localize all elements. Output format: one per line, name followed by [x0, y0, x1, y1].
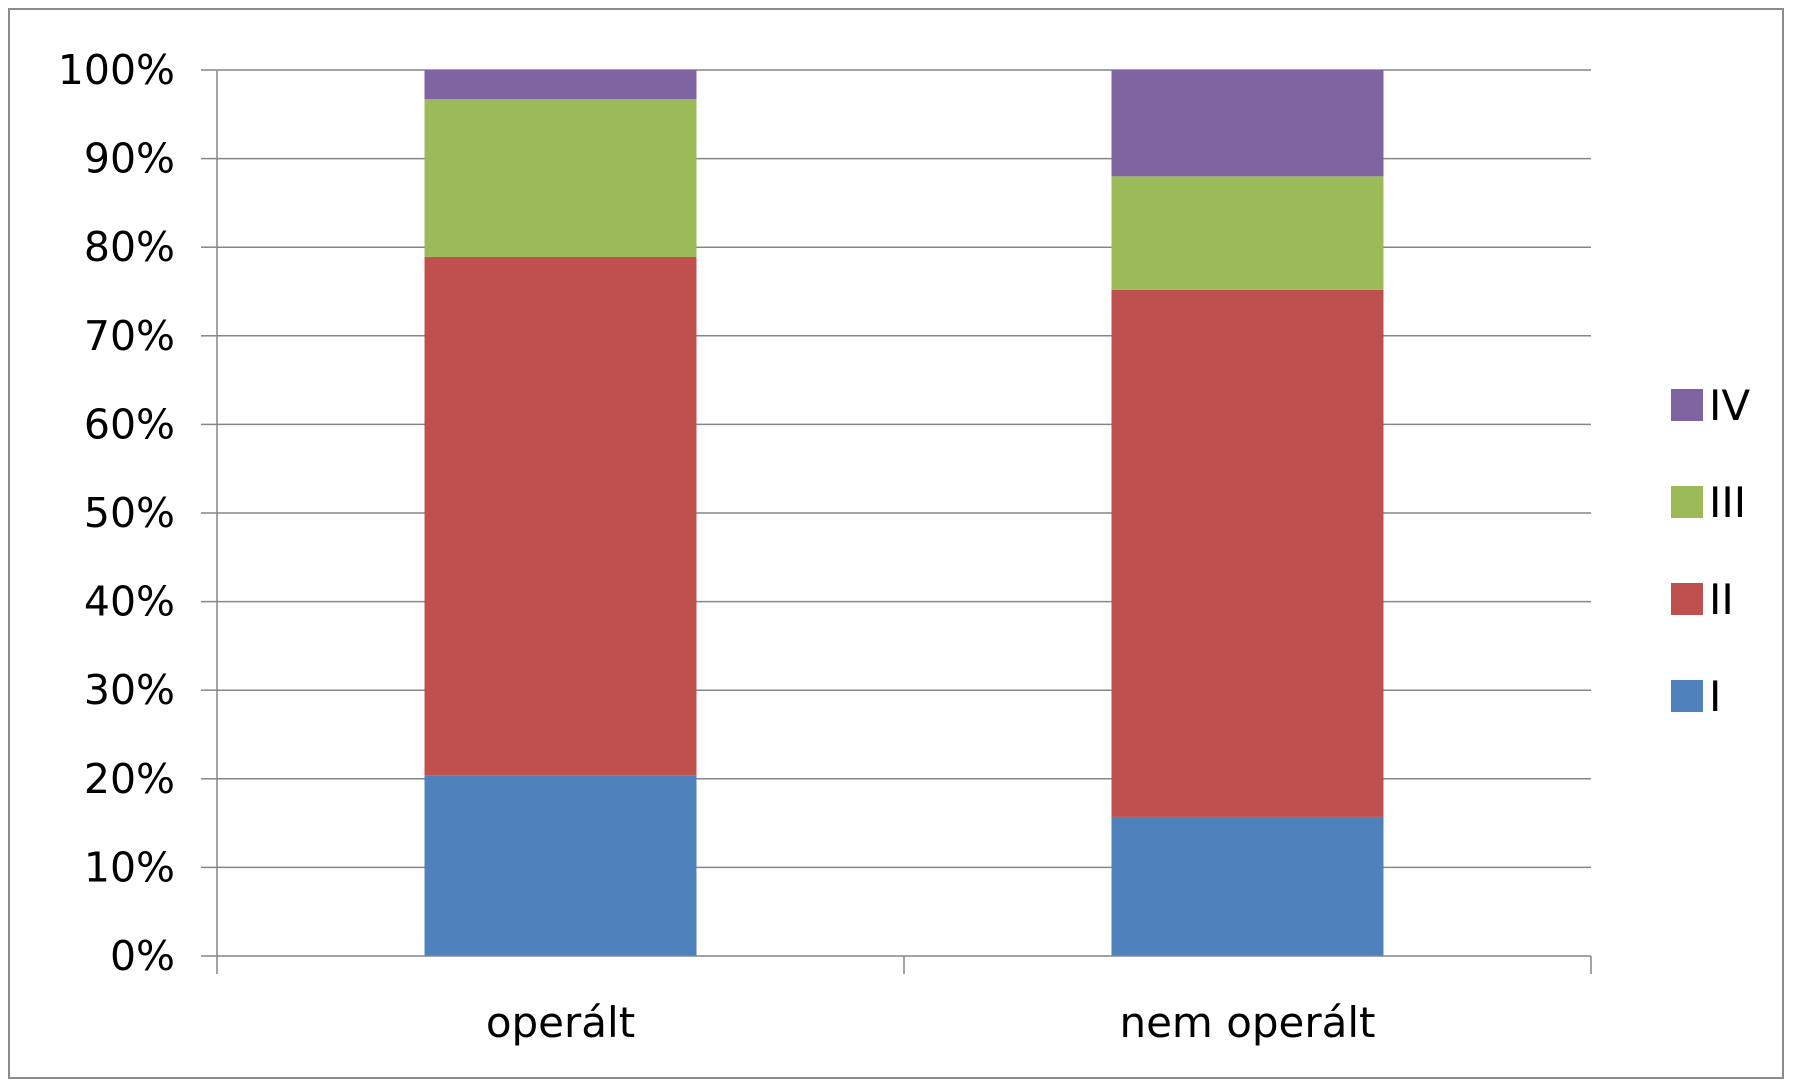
y-tick-label: 80% [84, 223, 175, 271]
y-tick-labels: 0% 10% 20% 30% 40% 50% 60% 70% 80% 90% 100% [58, 46, 175, 980]
legend-swatch-iv [1671, 389, 1703, 421]
y-tick-label: 90% [84, 135, 175, 183]
legend-swatch-i [1671, 680, 1703, 712]
y-tick-label: 60% [84, 400, 175, 448]
y-tick-label: 0% [110, 932, 175, 980]
x-category-labels: operált nem operált [486, 998, 1376, 1047]
y-tick-label: 70% [84, 312, 175, 360]
y-tick-label: 100% [58, 46, 175, 94]
axes [201, 69, 1592, 974]
legend-swatch-ii [1671, 583, 1703, 615]
y-tick-label: 40% [84, 578, 175, 626]
legend-label: IV [1709, 381, 1750, 430]
x-category-label: nem operált [1119, 998, 1375, 1047]
legend-label: I [1709, 672, 1721, 721]
legend-swatch-iii [1671, 486, 1703, 518]
bar-segment-iv [424, 70, 697, 100]
bar-segment-i [424, 775, 697, 956]
legend-label: II [1709, 575, 1734, 624]
y-tick-label: 50% [84, 489, 175, 537]
x-category-label: operált [486, 998, 635, 1047]
bar-segment-ii [424, 256, 697, 776]
y-tick-label: 20% [84, 755, 175, 803]
bar-segment-iv [1111, 70, 1384, 177]
legend-label: III [1709, 478, 1746, 527]
bar-segment-i [1111, 816, 1384, 956]
gridlines [217, 69, 1591, 869]
bar-segment-iii [1111, 176, 1384, 290]
chart-frame: 0% 10% 20% 30% 40% 50% 60% 70% 80% 90% 100% operál… [8, 8, 1784, 1079]
y-tick-label: 10% [84, 843, 175, 891]
bar-segments [424, 70, 1384, 956]
bar-segment-ii [1111, 289, 1384, 817]
bar-segment-iii [424, 99, 697, 257]
y-tick-label: 30% [84, 666, 175, 714]
stacked-bar-chart: 0% 10% 20% 30% 40% 50% 60% 70% 80% 90% 100% operál… [58, 46, 1751, 1047]
